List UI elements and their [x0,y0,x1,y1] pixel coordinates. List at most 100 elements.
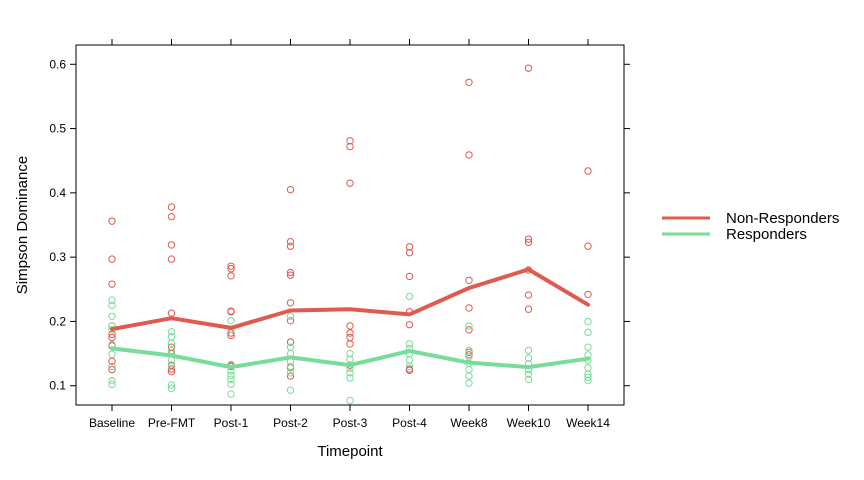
responder-point [108,350,116,358]
mean-lines [110,267,590,370]
non-responder-point [584,167,592,175]
responder-point [227,317,235,325]
responder-point [584,364,592,372]
non-responder-point [167,203,176,211]
non-responders-mean-line [110,267,590,332]
responder-point [108,301,116,310]
non-responder-point [465,78,473,86]
non-responder-point [465,351,473,359]
responders-mean-line [110,346,590,370]
y-axis: 0.1 0.2 0.3 0.4 0.5 0.6 [49,57,630,393]
non-responder-point [227,308,235,316]
y-axis-title: Simpson Dominance [14,156,31,294]
y-tick-label: 0.2 [49,314,66,328]
responder-point [465,372,473,380]
non-responder-point [227,272,235,280]
scatter-points [108,64,592,405]
non-responder-point [584,290,592,299]
responder-point [346,349,354,358]
x-tick-label: Week8 [450,416,487,430]
responder-point [227,371,235,380]
responder-point [405,356,414,364]
non-responder-point [167,309,176,317]
responder-point [346,396,354,405]
responder-point [108,376,116,385]
non-responder-point [465,326,473,334]
y-tick-label: 0.5 [49,122,66,136]
plot-frame [75,44,625,406]
non-responder-point [524,305,533,313]
responder-point [405,362,414,371]
responder-point [227,380,235,389]
non-responder-point [346,142,354,151]
non-responder-point [286,271,295,279]
non-responder-point [108,357,116,365]
non-responder-point [405,248,414,257]
non-responder-point [108,280,116,288]
non-responder-point [286,338,295,346]
responder-point [405,340,414,348]
non-responder-point [167,241,176,249]
y-tick-label: 0.4 [49,186,66,200]
x-tick-label: Post-4 [392,416,427,430]
non-responder-point [108,365,116,374]
responder-point [108,296,116,304]
responder-point [584,343,592,351]
non-responder-point [405,366,414,374]
responder-point [286,312,295,320]
x-tick-label: Post-3 [333,416,368,430]
non-responder-point [346,322,354,330]
non-responder-point [465,151,473,159]
responder-point [167,339,176,347]
responder-point [227,375,235,383]
responder-point [227,390,235,398]
non-responder-point [465,348,473,356]
responder-point [108,380,116,389]
non-responder-point [346,179,354,187]
responder-point [346,355,354,364]
responder-point [524,375,533,383]
non-responder-point [286,372,295,380]
non-responder-point [286,299,295,307]
legend-label: Responders [726,226,807,243]
non-responder-point [524,64,533,72]
responder-point [584,328,592,337]
legend-label: Non-Responders [726,210,839,227]
responder-point [286,369,295,377]
non-responder-point [167,212,176,221]
responder-point [108,312,116,320]
x-tick-label: Week10 [507,416,551,430]
responder-point [584,317,592,326]
non-responder-point [286,238,295,246]
non-responder-point [286,317,295,325]
non-responder-point [108,333,116,342]
non-responder-point [227,265,235,273]
responder-point [346,369,354,377]
responder-point [524,346,533,355]
responder-point [584,373,592,382]
responder-point [346,374,354,382]
responder-point [167,362,176,371]
non-responder-point [286,242,295,250]
non-responder-point [405,243,414,251]
non-responder-point [346,340,354,348]
non-responder-point [524,291,533,299]
non-responder-point [524,238,533,247]
non-responder-point [108,217,116,225]
non-responder-point [465,276,473,284]
responder-point [524,354,533,362]
responder-point [465,322,473,330]
non-responder-point [167,365,176,373]
responder-point [167,384,176,392]
non-responder-point [465,304,473,312]
non-responder-point [524,235,533,243]
x-tick-label: Pre-FMT [148,416,196,430]
non-responder-point [346,329,354,337]
x-tick-label: Post-2 [273,416,308,430]
non-responder-point [167,255,176,263]
non-responder-point [286,185,295,194]
responder-point [524,370,533,378]
x-axis: Baseline Pre-FMT Post-1 Post-2 Post-3 Post-4 W… [89,39,610,430]
x-tick-label: Post-1 [214,416,249,430]
